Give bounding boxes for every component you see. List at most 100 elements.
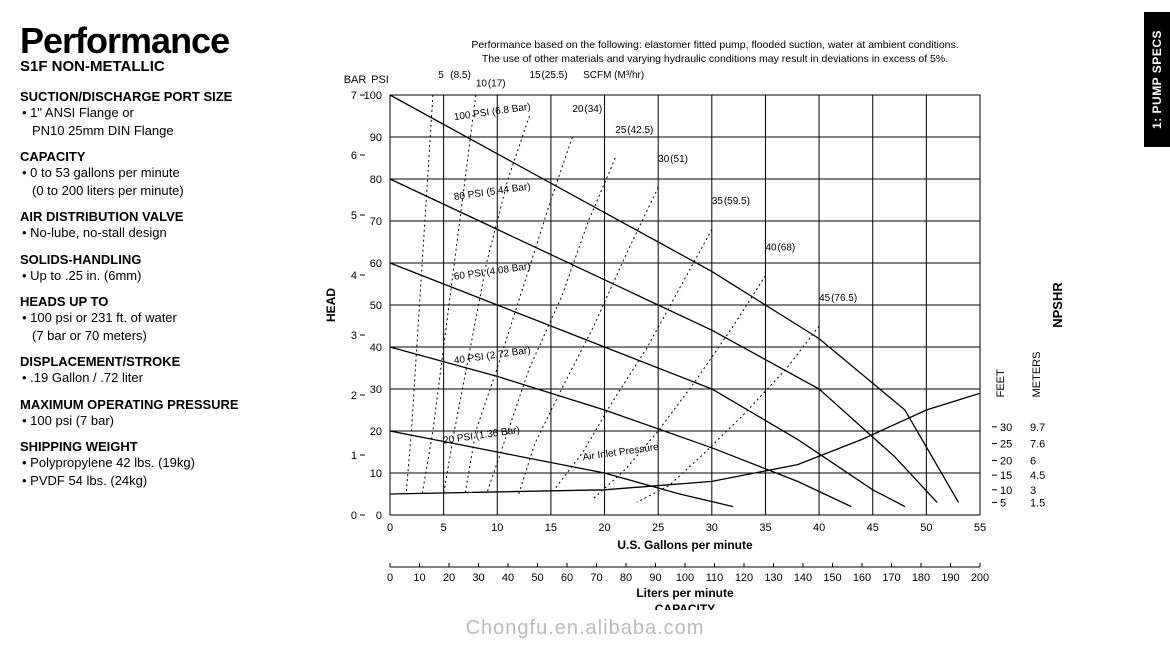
svg-text:40: 40 [502, 572, 514, 584]
svg-text:6: 6 [1030, 455, 1036, 467]
svg-text:55: 55 [974, 522, 986, 534]
svg-text:U.S. Gallons per minute: U.S. Gallons per minute [617, 538, 753, 552]
svg-text:(59.5): (59.5) [724, 196, 750, 207]
spec-heading: CAPACITY [20, 149, 300, 164]
svg-text:50: 50 [920, 522, 932, 534]
svg-text:130: 130 [764, 572, 782, 584]
svg-text:0: 0 [387, 572, 393, 584]
spec-heading: SUCTION/DISCHARGE PORT SIZE [20, 89, 300, 104]
svg-text:80: 80 [370, 174, 382, 186]
spec-heading: AIR DISTRIBUTION VALVE [20, 209, 300, 224]
svg-text:BAR: BAR [344, 74, 367, 86]
svg-text:5: 5 [1000, 497, 1006, 509]
svg-text:20: 20 [1000, 455, 1012, 467]
svg-text:20: 20 [443, 572, 455, 584]
svg-text:10: 10 [370, 468, 382, 480]
svg-text:45: 45 [819, 293, 831, 304]
spec-heading: SHIPPING WEIGHT [20, 439, 300, 454]
svg-text:5: 5 [351, 210, 357, 222]
spec-item: 100 psi (7 bar) [22, 412, 300, 430]
spec-heading: HEADS UP TO [20, 294, 300, 309]
svg-text:30: 30 [472, 572, 484, 584]
svg-text:7: 7 [351, 90, 357, 102]
spec-sub: (7 bar or 70 meters) [32, 327, 300, 345]
svg-text:0: 0 [376, 510, 382, 522]
svg-text:25: 25 [652, 522, 664, 534]
svg-text:25: 25 [615, 125, 627, 136]
svg-text:4.5: 4.5 [1030, 470, 1045, 482]
spec-item: 0 to 53 gallons per minute [22, 164, 300, 182]
svg-text:Performance based on the follo: Performance based on the following: elas… [471, 39, 958, 51]
svg-text:20: 20 [572, 104, 584, 115]
svg-text:200: 200 [971, 572, 989, 584]
svg-text:160: 160 [853, 572, 871, 584]
svg-text:80: 80 [620, 572, 632, 584]
svg-text:The use of other materials and: The use of other materials and varying h… [482, 53, 948, 65]
svg-text:CAPACITY: CAPACITY [655, 602, 715, 610]
svg-text:70: 70 [370, 216, 382, 228]
performance-chart: Performance based on the following: elas… [315, 20, 1140, 610]
svg-text:1.5: 1.5 [1030, 497, 1045, 509]
svg-text:Air Inlet Pressure: Air Inlet Pressure [582, 442, 660, 464]
svg-text:180: 180 [912, 572, 930, 584]
svg-text:10: 10 [491, 522, 503, 534]
spec-item: 1" ANSI Flange or [22, 104, 300, 122]
spec-heading: SOLIDS-HANDLING [20, 252, 300, 267]
svg-text:0: 0 [351, 510, 357, 522]
svg-text:40: 40 [765, 242, 777, 253]
svg-text:(17): (17) [488, 79, 506, 90]
svg-text:120: 120 [735, 572, 753, 584]
svg-text:METERS: METERS [1031, 352, 1043, 398]
spec-item: .19 Gallon / .72 liter [22, 369, 300, 387]
svg-text:20: 20 [598, 522, 610, 534]
spec-heading: DISPLACEMENT/STROKE [20, 354, 300, 369]
svg-text:3: 3 [351, 330, 357, 342]
spec-item: Polypropylene 42 lbs. (19kg) [22, 454, 300, 472]
svg-text:40: 40 [813, 522, 825, 534]
page-subtitle: S1F NON-METALLIC [20, 58, 300, 75]
svg-text:0: 0 [387, 522, 393, 534]
svg-text:(76.5): (76.5) [831, 293, 857, 304]
svg-text:170: 170 [882, 572, 900, 584]
svg-text:3: 3 [1030, 485, 1036, 497]
svg-text:6: 6 [351, 150, 357, 162]
side-tab-pump-specs: 1: PUMP SPECS [1144, 12, 1170, 147]
svg-text:70: 70 [590, 572, 602, 584]
svg-text:10: 10 [476, 79, 488, 90]
svg-text:110: 110 [706, 572, 724, 584]
spec-heading: MAXIMUM OPERATING PRESSURE [20, 397, 300, 412]
svg-text:30: 30 [706, 522, 718, 534]
spec-item: 100 psi or 231 ft. of water [22, 309, 300, 327]
svg-text:60 PSI (4.08 Bar): 60 PSI (4.08 Bar) [453, 261, 531, 283]
svg-text:100: 100 [676, 572, 694, 584]
svg-text:PSI: PSI [371, 74, 389, 86]
svg-text:45: 45 [867, 522, 879, 534]
spec-sub: (0 to 200 liters per minute) [32, 182, 300, 200]
svg-text:(25.5): (25.5) [541, 70, 567, 81]
svg-text:(68): (68) [777, 242, 795, 253]
svg-text:150: 150 [823, 572, 841, 584]
svg-text:(34): (34) [584, 104, 602, 115]
svg-text:10: 10 [1000, 485, 1012, 497]
svg-text:(51): (51) [670, 154, 688, 165]
spec-sub: PN10 25mm DIN Flange [32, 122, 300, 140]
svg-text:7.6: 7.6 [1030, 439, 1045, 451]
svg-text:Liters per minute: Liters per minute [636, 586, 734, 600]
spec-item: No-lube, no-stall design [22, 224, 300, 242]
svg-text:90: 90 [649, 572, 661, 584]
svg-text:5: 5 [441, 522, 447, 534]
svg-text:9.7: 9.7 [1030, 422, 1045, 434]
svg-text:30: 30 [658, 154, 670, 165]
svg-text:60: 60 [370, 258, 382, 270]
svg-text:1: 1 [351, 450, 357, 462]
svg-text:80 PSI (5.44 Bar): 80 PSI (5.44 Bar) [453, 181, 531, 203]
svg-text:30: 30 [370, 384, 382, 396]
svg-text:190: 190 [941, 572, 959, 584]
svg-text:140: 140 [794, 572, 812, 584]
svg-text:5: 5 [438, 70, 444, 81]
spec-item: Up to .25 in. (6mm) [22, 267, 300, 285]
spec-panel: Performance S1F NON-METALLIC SUCTION/DIS… [20, 20, 300, 610]
svg-text:90: 90 [370, 132, 382, 144]
svg-text:50: 50 [370, 300, 382, 312]
svg-text:10: 10 [413, 572, 425, 584]
